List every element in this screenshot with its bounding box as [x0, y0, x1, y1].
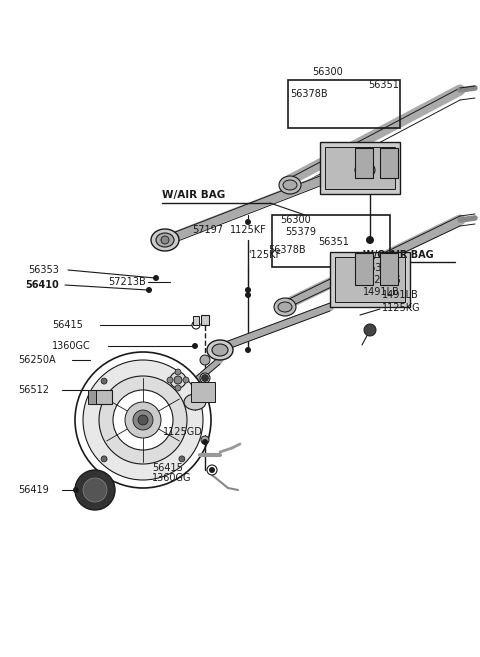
Circle shape [146, 287, 152, 293]
Bar [92, 390, 112, 404]
Bar [380, 148, 398, 178]
Circle shape [83, 360, 203, 480]
Circle shape [101, 456, 107, 462]
Circle shape [245, 347, 251, 353]
Bar [320, 142, 400, 194]
Text: '125KF: '125KF [248, 250, 281, 260]
Circle shape [125, 402, 161, 438]
Text: 56512: 56512 [18, 385, 49, 395]
Text: 56415: 56415 [52, 320, 83, 330]
Circle shape [175, 385, 181, 391]
Text: 1491LB: 1491LB [382, 290, 419, 300]
Ellipse shape [278, 302, 292, 312]
Ellipse shape [355, 162, 375, 178]
Bar [288, 80, 400, 128]
Bar [355, 253, 373, 285]
Circle shape [99, 376, 187, 464]
Text: W/O AIR BAG: W/O AIR BAG [363, 250, 433, 260]
Circle shape [175, 369, 181, 375]
Circle shape [75, 352, 211, 488]
Text: 56351: 56351 [368, 80, 399, 90]
Circle shape [101, 378, 107, 384]
Circle shape [366, 236, 374, 244]
Circle shape [179, 378, 185, 384]
Text: 56250A: 56250A [18, 355, 56, 365]
Ellipse shape [274, 298, 296, 316]
Circle shape [202, 439, 208, 445]
Circle shape [207, 465, 217, 475]
Circle shape [245, 219, 251, 225]
Ellipse shape [279, 176, 301, 194]
Text: 56351: 56351 [318, 237, 349, 247]
Ellipse shape [156, 233, 174, 247]
Text: 56415: 56415 [152, 463, 183, 473]
Bar [380, 253, 398, 285]
Circle shape [192, 321, 200, 329]
Text: 1125KF: 1125KF [230, 225, 267, 235]
Text: 56300: 56300 [312, 67, 343, 77]
Text: 1360GC: 1360GC [52, 341, 91, 351]
Text: 1491LB: 1491LB [363, 287, 400, 297]
Text: 56419: 56419 [18, 485, 49, 495]
Bar [201, 315, 209, 325]
Bar [88, 390, 96, 404]
Circle shape [183, 377, 189, 383]
Circle shape [245, 292, 251, 298]
Text: W/AIR BAG: W/AIR BAG [162, 190, 225, 200]
Circle shape [138, 415, 148, 425]
Ellipse shape [184, 394, 206, 410]
Circle shape [73, 487, 79, 493]
Circle shape [83, 478, 107, 502]
Text: 56300: 56300 [280, 215, 311, 225]
Bar [355, 148, 373, 178]
Circle shape [192, 343, 198, 349]
Circle shape [174, 376, 182, 384]
Text: 57197: 57197 [192, 225, 223, 235]
Circle shape [200, 355, 210, 365]
Text: 56378B: 56378B [268, 245, 306, 255]
Circle shape [209, 467, 215, 473]
Text: 1360GG: 1360GG [152, 473, 192, 483]
Circle shape [201, 374, 209, 382]
Text: 1125KG: 1125KG [382, 303, 420, 313]
Text: 55379: 55379 [285, 227, 316, 237]
Circle shape [75, 470, 115, 510]
Ellipse shape [212, 344, 228, 356]
Text: 56378B: 56378B [290, 89, 328, 99]
Circle shape [170, 372, 186, 388]
Text: 1125GD: 1125GD [163, 427, 203, 437]
Ellipse shape [161, 236, 169, 244]
Text: 56351: 56351 [363, 263, 394, 273]
Ellipse shape [283, 180, 297, 190]
Bar [325, 147, 395, 189]
Text: 57213B: 57213B [108, 277, 146, 287]
Circle shape [245, 287, 251, 293]
Text: 1125KG: 1125KG [363, 275, 402, 285]
Circle shape [153, 275, 159, 281]
Text: 56353: 56353 [28, 265, 59, 275]
Text: 56410: 56410 [25, 280, 59, 290]
Circle shape [133, 410, 153, 430]
Ellipse shape [207, 340, 233, 360]
Bar [193, 316, 199, 325]
Circle shape [364, 324, 376, 336]
Ellipse shape [151, 229, 179, 251]
Circle shape [201, 436, 209, 444]
Bar [191, 382, 215, 402]
Circle shape [200, 373, 210, 383]
Bar [272, 215, 390, 267]
Circle shape [113, 390, 173, 450]
Circle shape [179, 456, 185, 462]
Bar [330, 252, 410, 307]
Bar [335, 257, 405, 302]
Circle shape [167, 377, 173, 383]
